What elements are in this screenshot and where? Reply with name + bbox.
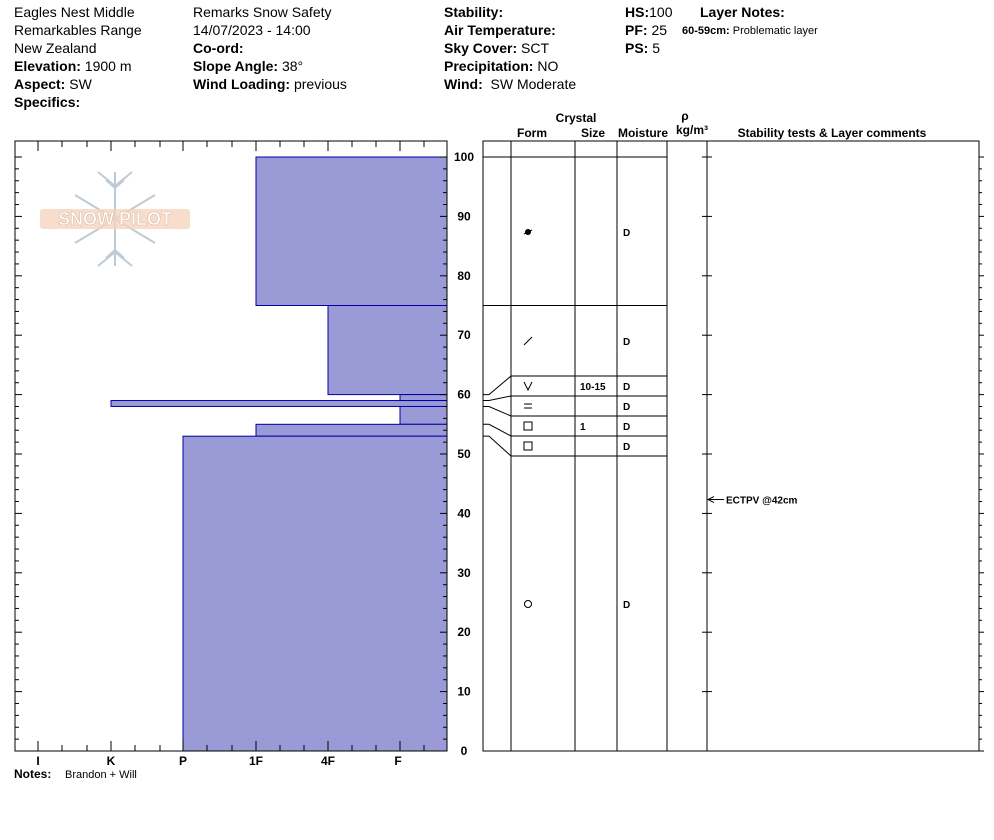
notes-label: Notes: [14,767,51,781]
crust-icon [524,403,532,409]
faceted-icon [523,441,533,451]
layer-note-item: 60-59cm: Problematic layer [682,22,818,40]
layer-connector [483,423,512,437]
ps-row: PS: 5 [625,40,661,56]
hardness-bar [399,394,448,402]
slope-row: Slope Angle: 38° [193,58,304,74]
aspect-row: Aspect: SW [14,76,92,92]
layer-connector [483,395,512,402]
air-temp-row: Air Temperature: [444,22,556,38]
size-header: Size [581,126,605,140]
faceted-icon [523,421,533,431]
depth-hoar-icon [523,381,533,392]
moisture-value: D [623,337,630,348]
moisture-value: D [623,600,630,611]
precip-particle-icon [523,229,533,235]
moisture-value: D [623,402,630,413]
moisture-value: D [623,442,630,453]
observer-name: Remarks Snow Safety [193,4,332,20]
layer-table-frame [482,140,980,752]
test-arrow-head [706,496,715,503]
layer-notes-label: Layer Notes: [700,4,785,20]
hardness-bar [399,405,448,425]
rho-header: ρ [681,109,688,123]
y-tick-label: 70 [457,328,471,342]
moisture-value: D [623,228,630,239]
logo-text: SNOW PILOT [58,209,172,229]
specifics-row: Specifics: [14,94,81,110]
snowpilot-logo: SNOW PILOT [40,171,190,267]
hardness-frame [14,140,448,752]
hardness-bar [255,156,448,306]
observation-info: Remarks Snow Safety 14/07/2023 - 14:00 C… [193,3,347,93]
decomposing-icon [523,336,533,346]
stability-row: Stability: [444,4,504,20]
layer-note-text: Problematic layer [732,25,818,37]
hardness-label: I [36,754,39,768]
hardness-label: 4F [321,754,335,768]
wind-loading-row: Wind Loading: previous [193,76,347,92]
y-tick-label: 40 [457,506,471,520]
crystal-header: Crystal [556,111,597,125]
hardness-label: P [179,754,187,768]
layer-connector [483,405,512,417]
crystal-size: 10-15 [580,382,606,393]
y-tick-label: 90 [457,209,471,223]
wind-row: Wind: SW Moderate [444,76,577,92]
density-unit-header: kg/m³ [676,123,708,137]
hs-row: HS:100 [625,4,673,20]
form-header: Form [517,126,547,140]
site-info: Eagles Nest Middle Remarkables Range New… [14,3,142,111]
y-tick-label: 0 [461,744,468,758]
observation-datetime: 14/07/2023 - 14:00 [193,22,311,38]
layer-connector [483,435,512,457]
rounded-grain-icon [524,600,532,608]
moisture-value: D [623,382,630,393]
elevation-row: Elevation: 1900 m [14,58,132,74]
crystal-size: 1 [580,422,586,433]
notes-value: Brandon + Will [65,769,137,781]
hardness-label: K [107,754,116,768]
coord-row: Co-ord: [193,40,244,56]
weather-info: Stability: Air Temperature: Sky Cover: S… [444,3,576,93]
hardness-bar [182,435,448,752]
hardness-label: F [394,754,401,768]
y-tick-label: 100 [454,150,474,164]
hardness-label: 1F [249,754,263,768]
range-name: Remarkables Range [14,22,142,38]
pf-row: PF: 25 [625,22,668,38]
layer-note-range: 60-59cm: [682,25,730,37]
precip-row: Precipitation: NO [444,58,559,74]
y-tick-label: 50 [457,447,471,461]
hardness-bar [255,423,448,437]
layer-notes: Layer Notes: [700,3,785,21]
y-tick-label: 10 [457,685,471,699]
y-tick-label: 80 [457,269,471,283]
y-tick-label: 20 [457,625,471,639]
test-label: ECTPV @42cm [726,496,798,507]
y-tick-label: 30 [457,566,471,580]
sky-row: Sky Cover: SCT [444,40,550,56]
hardness-bars [110,156,448,752]
moisture-header: Moisture [618,126,668,140]
hardness-bar [110,400,448,407]
country-name: New Zealand [14,40,97,56]
location-name: Eagles Nest Middle [14,4,135,20]
y-tick-label: 60 [457,388,471,402]
layer-connector [483,375,512,396]
moisture-value: D [623,422,630,433]
hardness-bar [327,305,448,396]
snowpack-info: HS:100 PF: 25 PS: 5 [625,3,672,57]
stability-header: Stability tests & Layer comments [738,126,927,140]
